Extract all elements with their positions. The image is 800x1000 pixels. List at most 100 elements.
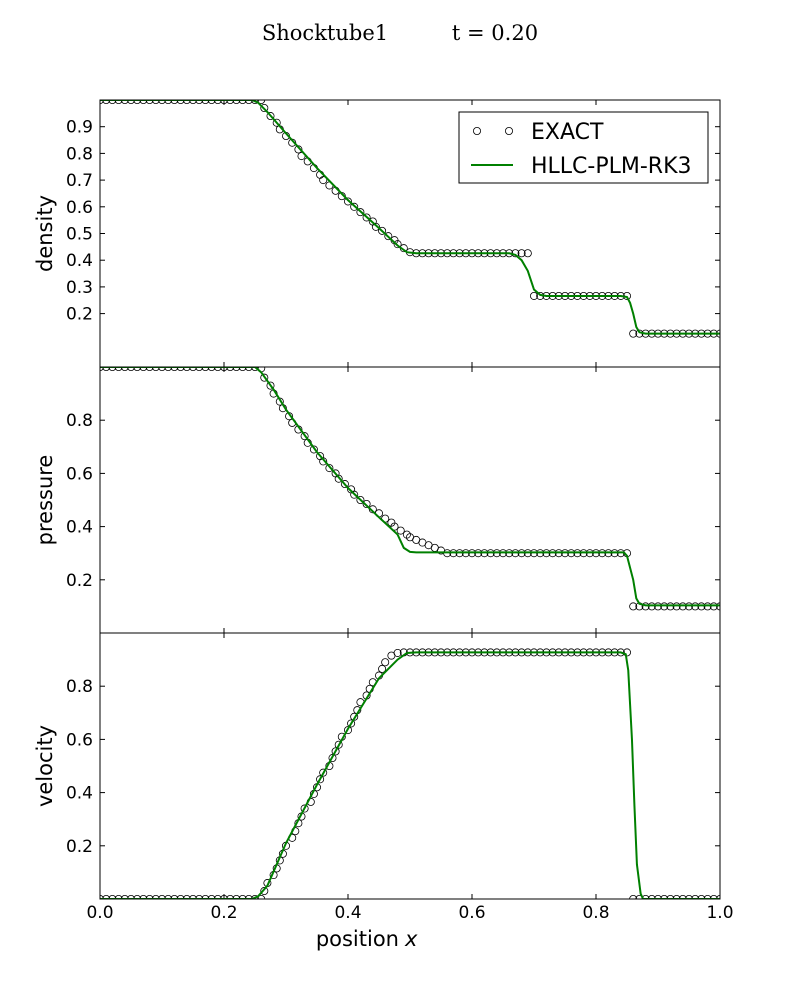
y-tick-label: 0.4 [66,251,93,271]
exact-marker [328,754,337,763]
exact-marker [127,367,135,371]
exact-marker [170,367,179,371]
exact-marker [356,495,365,504]
x-tick-label: 0.8 [582,903,609,923]
exact-marker [703,602,712,611]
exact-marker [660,602,669,611]
exact-marker [309,445,318,454]
exact-marker [709,602,718,611]
y-axis-label: density [33,195,57,272]
exact-marker [672,602,681,611]
exact-marker [220,895,228,899]
exact-marker [108,367,117,371]
exact-marker [350,202,359,211]
x-tick-label: 0.2 [210,903,237,923]
x-axis-label: position [316,927,399,951]
exact-marker [151,895,160,899]
exact-marker [300,432,309,441]
exact-marker [145,367,154,371]
exact-marker [158,895,166,899]
exact-marker [685,602,694,611]
x-tick-label: 0.4 [334,903,361,923]
exact-marker [300,804,309,813]
exact-marker [207,895,216,899]
exact-marker [213,895,222,899]
exact-marker [334,740,343,749]
exact-marker [120,367,129,371]
y-tick-label: 0.8 [66,677,93,697]
y-tick-label: 0.2 [66,837,93,857]
y-tick-label: 0.7 [66,171,93,191]
exact-marker [272,118,281,127]
legend-marker-exact [504,127,513,136]
exact-marker [139,367,148,371]
exact-marker [350,490,359,499]
exact-marker [319,768,328,777]
exact-marker [641,602,650,611]
exact-marker [182,895,191,899]
y-tick-label: 0.8 [66,144,93,164]
exact-marker [402,530,411,539]
exact-marker [530,291,539,300]
plot-area [100,367,720,611]
chart-panels: 0.2 0.3 0.4 0.5 0.6 0.7 0.8 0.9 density EXACT HLLC… [33,99,734,923]
exact-marker [238,367,247,371]
exact-marker [114,895,123,899]
exact-marker [666,895,675,899]
exact-marker [189,367,197,371]
exact-marker [145,895,154,899]
exact-marker [201,895,210,899]
exact-marker [176,895,185,899]
hllc-series-line [100,651,720,899]
exact-marker [523,249,532,258]
exact-marker [260,887,269,896]
exact-marker [666,602,675,611]
exact-marker [356,208,365,217]
exact-marker [102,895,111,899]
exact-marker [120,895,129,899]
exact-marker [697,895,706,899]
exact-marker [672,895,681,899]
exact-marker [378,226,387,235]
y-tick-label: 0.3 [66,278,93,298]
y-tick-label: 0.4 [66,784,93,804]
exact-marker [347,719,356,728]
exact-marker [232,367,241,371]
exact-marker [164,895,173,899]
exact-marker [127,895,135,899]
exact-marker [266,112,275,121]
y-tick-label: 0.4 [66,518,93,538]
panel-pressure: 0.2 0.4 0.6 0.8 pressure [33,366,721,634]
legend-label-hllc: HLLC-PLM-RK3 [531,154,692,179]
exact-marker [334,474,343,483]
y-tick-label: 0.2 [66,571,93,591]
exact-marker [660,895,669,899]
exact-marker [393,648,402,657]
y-tick-label: 0.6 [66,464,93,484]
exact-marker [232,895,241,899]
y-tick-label: 0.8 [66,411,93,431]
exact-marker [201,367,210,371]
exact-marker [325,464,334,473]
exact-marker [316,775,325,784]
exact-marker [251,367,259,371]
y-tick-label: 0.2 [66,305,93,325]
exact-marker [691,602,700,611]
exact-marker [343,726,352,735]
exact-marker [226,367,235,371]
exact-marker [108,895,117,899]
hllc-series-line [100,367,720,607]
x-tick-label: 1.0 [706,903,733,923]
exact-marker [678,602,687,611]
x-axis-variable: x [404,927,418,951]
exact-marker [164,367,173,371]
exact-marker [260,104,269,113]
exact-marker [647,895,656,899]
exact-marker [384,232,393,241]
axes-frame [99,632,721,900]
exact-marker [387,518,396,527]
exact-marker [319,176,328,185]
exact-marker [343,197,352,206]
exact-marker [133,895,142,899]
